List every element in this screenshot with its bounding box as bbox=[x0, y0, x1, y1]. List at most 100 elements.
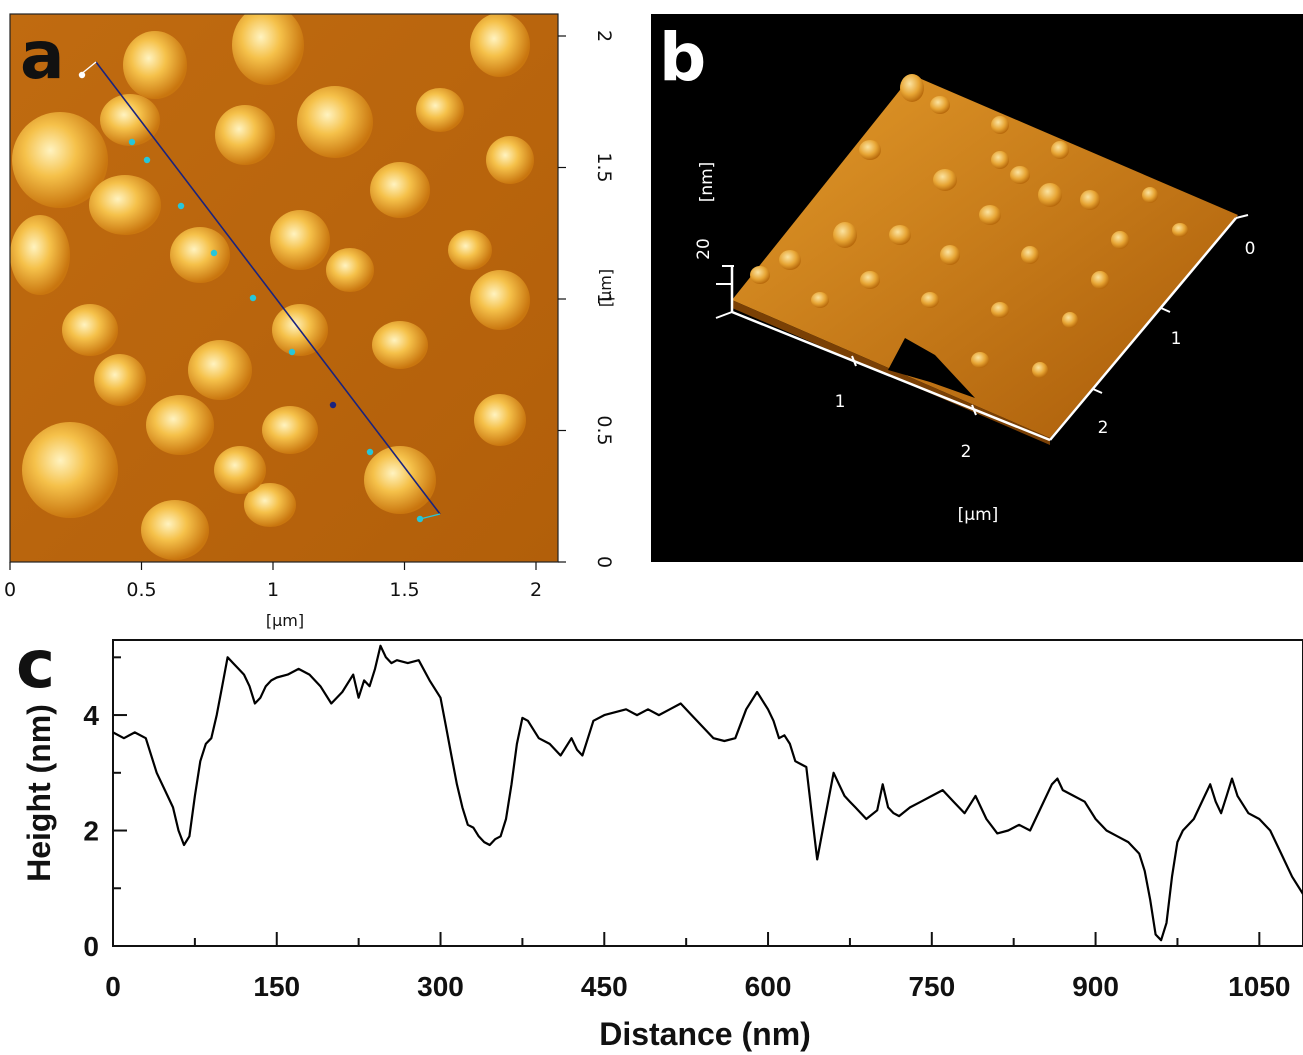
profile-marker-4 bbox=[210, 249, 218, 257]
profile-line-end-cap bbox=[419, 513, 441, 520]
x-tick-label-3: 450 bbox=[581, 971, 628, 1002]
y-axis-label: Height (nm) bbox=[21, 704, 57, 882]
grain-6 bbox=[215, 105, 275, 165]
surface-grain-17 bbox=[1021, 246, 1039, 264]
y-axis: 0 2 4 bbox=[83, 656, 127, 962]
grain-17 bbox=[146, 395, 214, 455]
surface-grain-25 bbox=[750, 266, 770, 284]
panel-a-afm-height-map: a 0 0.5 1 1.5 2 [µm] 0 0.5 1 1.5 2 [µm] bbox=[4, 13, 615, 630]
b-side-tick-2 bbox=[1092, 388, 1103, 394]
grain-29 bbox=[62, 304, 118, 356]
profile-line bbox=[95, 61, 441, 515]
x-axis: 0 150 300 450 600 750 900 1050 bbox=[105, 932, 1290, 1002]
panel-a-y-axis: 0 0.5 1 1.5 2 bbox=[558, 30, 615, 568]
surface-grain-3 bbox=[1051, 141, 1069, 159]
a-y-tick-label-4: 2 bbox=[593, 30, 615, 42]
surface-grain-1 bbox=[930, 96, 950, 114]
a-y-tick-label-0: 0 bbox=[593, 556, 615, 568]
panel-a-letter: a bbox=[20, 17, 65, 94]
grain-28 bbox=[214, 446, 266, 494]
grain-23 bbox=[100, 94, 160, 146]
a-y-tick-label-1: 0.5 bbox=[593, 415, 615, 445]
surface-grain-22 bbox=[1062, 312, 1078, 328]
surface-grain-6 bbox=[1010, 166, 1030, 184]
grain-2 bbox=[123, 31, 187, 99]
x-tick-label-2: 300 bbox=[417, 971, 464, 1002]
surface-grain-14 bbox=[779, 250, 801, 270]
grain-25 bbox=[486, 136, 534, 184]
surface-grain-10 bbox=[889, 225, 911, 245]
panel-a-y-unit: [µm] bbox=[596, 269, 615, 307]
profile-marker-9 bbox=[416, 515, 424, 523]
y-tick-label-1: 2 bbox=[83, 816, 99, 847]
afm-image-frame bbox=[9, 13, 559, 563]
x-tick-label-1: 150 bbox=[253, 971, 300, 1002]
plot-frame bbox=[112, 639, 1303, 947]
height-profile-line bbox=[112, 644, 1303, 942]
grain-5 bbox=[89, 175, 161, 235]
grain-14 bbox=[372, 321, 428, 369]
surface-grain-26 bbox=[1172, 223, 1188, 237]
profile-marker-7 bbox=[329, 401, 337, 409]
a-x-tick-label-0: 0 bbox=[4, 579, 16, 601]
surface-grain-21 bbox=[991, 302, 1009, 318]
grain-11 bbox=[470, 270, 530, 330]
profile-marker-6 bbox=[288, 348, 296, 356]
profile-marker-2 bbox=[143, 156, 151, 164]
profile-markers bbox=[78, 71, 424, 523]
surface-grain-2 bbox=[991, 116, 1009, 134]
b-front-label-1: 1 bbox=[835, 392, 846, 412]
surface-grain-7 bbox=[1080, 190, 1100, 210]
grain-9 bbox=[170, 227, 230, 283]
panel-b-letter: b bbox=[659, 19, 706, 96]
profile-marker-3 bbox=[177, 202, 185, 210]
x-tick-label-4: 600 bbox=[745, 971, 792, 1002]
b-z-tick-base bbox=[715, 311, 733, 319]
grain-15 bbox=[94, 354, 146, 406]
surface-grain-11 bbox=[979, 205, 1001, 225]
surface-grain-4 bbox=[859, 140, 881, 160]
surface-grain-9 bbox=[833, 222, 857, 248]
grain-3 bbox=[470, 14, 530, 77]
surface-grains bbox=[750, 74, 1188, 378]
grain-7 bbox=[370, 162, 430, 218]
surface-grain-15 bbox=[860, 271, 880, 289]
surface-grain-5 bbox=[933, 169, 957, 191]
b-side-label-1: 1 bbox=[1171, 329, 1182, 349]
panel-b-3d-topography: b 1 2 0 1 2 20 [nm] [µm] bbox=[651, 14, 1303, 562]
surface-grain-20 bbox=[921, 292, 939, 308]
b-z-unit: [nm] bbox=[697, 162, 717, 203]
b-side-axis-cap bbox=[1235, 214, 1249, 219]
a-x-tick-label-3: 1.5 bbox=[389, 579, 419, 601]
panel-a-x-unit: [µm] bbox=[266, 611, 304, 630]
surface-top bbox=[732, 75, 1238, 438]
x-axis-label: Distance (nm) bbox=[599, 1016, 811, 1052]
a-x-tick-label-4: 2 bbox=[530, 579, 542, 601]
panel-c-height-profile: c 0 150 300 450 600 750 900 1050 0 2 4 Distance (… bbox=[16, 626, 1303, 1052]
a-y-tick-label-2: 1 bbox=[593, 293, 615, 305]
panel-c-letter: c bbox=[16, 626, 55, 703]
x-tick-label-6: 900 bbox=[1072, 971, 1119, 1002]
grain-18 bbox=[364, 446, 436, 514]
b-side-tick-1 bbox=[1160, 307, 1171, 313]
surface-grain-24 bbox=[1032, 362, 1048, 378]
grain-24 bbox=[416, 88, 464, 132]
surface-grain-16 bbox=[940, 245, 960, 265]
y-tick-label-0: 0 bbox=[83, 931, 99, 962]
b-front-tick-2 bbox=[971, 404, 977, 416]
grain-22 bbox=[474, 394, 526, 446]
grain-21 bbox=[244, 483, 296, 527]
x-tick-label-5: 750 bbox=[908, 971, 955, 1002]
grain-13 bbox=[188, 340, 252, 400]
surface-grain-0 bbox=[900, 74, 924, 102]
b-side-axis bbox=[1049, 217, 1237, 441]
surface-grain-18 bbox=[1091, 271, 1109, 289]
a-y-tick-label-3: 1.5 bbox=[593, 152, 615, 182]
x-tick-label-0: 0 bbox=[105, 971, 121, 1002]
grain-8 bbox=[270, 210, 330, 270]
b-side-label-0: 0 bbox=[1245, 239, 1256, 259]
grain-16 bbox=[22, 422, 118, 518]
grain-10 bbox=[10, 215, 70, 295]
profile-marker-8 bbox=[366, 448, 374, 456]
